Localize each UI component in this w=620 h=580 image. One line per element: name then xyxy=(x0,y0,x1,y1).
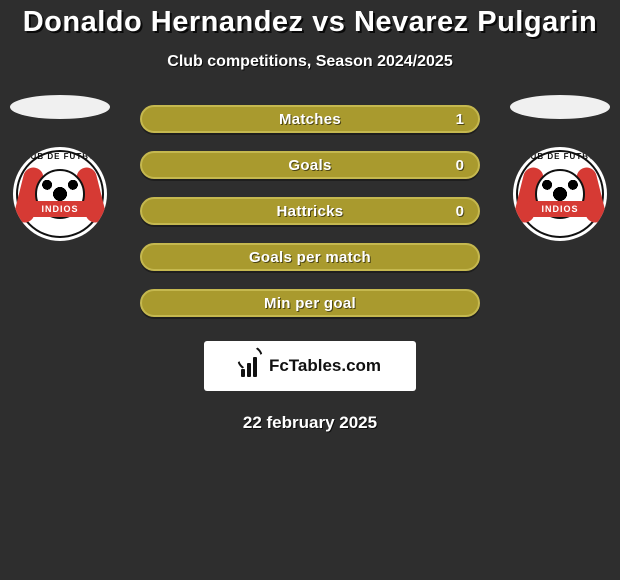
player-column-right: CLUB DE FUTBOL INDIOS xyxy=(510,95,610,241)
page-title: Donaldo Hernandez vs Nevarez Pulgarin xyxy=(0,6,620,39)
brand-box: FcTables.com xyxy=(204,341,416,391)
title-vs: vs xyxy=(312,6,345,38)
stat-label: Goals xyxy=(288,157,331,174)
player-column-left: CLUB DE FUTBOL INDIOS xyxy=(10,95,110,241)
stat-row: Goals 0 xyxy=(140,151,480,179)
club-ring-text: CLUB DE FUTBOL xyxy=(13,152,107,161)
player-photo-placeholder xyxy=(10,95,110,119)
stat-row: Goals per match xyxy=(140,243,480,271)
title-player2: Nevarez Pulgarin xyxy=(354,6,597,38)
infographic-root: Donaldo Hernandez vs Nevarez Pulgarin Cl… xyxy=(0,0,620,580)
date-text: 22 february 2025 xyxy=(0,413,620,433)
stat-value-right: 0 xyxy=(456,153,464,177)
stat-row: Min per goal xyxy=(140,289,480,317)
stat-row: Matches 1 xyxy=(140,105,480,133)
fctables-logo-icon xyxy=(239,355,265,377)
brand-text-rest: Tables.com xyxy=(289,356,381,375)
stat-value-right: 1 xyxy=(456,107,464,131)
brand-text: FcTables.com xyxy=(269,356,381,376)
club-badge-left: CLUB DE FUTBOL INDIOS xyxy=(13,147,107,241)
stat-label: Matches xyxy=(279,111,341,128)
club-banner: INDIOS xyxy=(27,201,93,217)
subtitle: Club competitions, Season 2024/2025 xyxy=(0,53,620,71)
club-banner-text: INDIOS xyxy=(541,204,578,214)
club-ring-text: CLUB DE FUTBOL xyxy=(513,152,607,161)
stats-list: Matches 1 Goals 0 Hattricks 0 Goals per match M… xyxy=(140,105,480,317)
stat-row: Hattricks 0 xyxy=(140,197,480,225)
brand-text-fc: Fc xyxy=(269,356,289,375)
title-player1: Donaldo Hernandez xyxy=(23,6,304,38)
club-banner: INDIOS xyxy=(527,201,593,217)
club-badge-right: CLUB DE FUTBOL INDIOS xyxy=(513,147,607,241)
stat-label: Hattricks xyxy=(277,203,344,220)
stat-label: Goals per match xyxy=(249,249,371,266)
content-area: CLUB DE FUTBOL INDIOS CLUB DE FUTBOL IND… xyxy=(0,105,620,433)
club-banner-text: INDIOS xyxy=(41,204,78,214)
stat-label: Min per goal xyxy=(264,295,356,312)
stat-value-right: 0 xyxy=(456,199,464,223)
player-photo-placeholder xyxy=(510,95,610,119)
